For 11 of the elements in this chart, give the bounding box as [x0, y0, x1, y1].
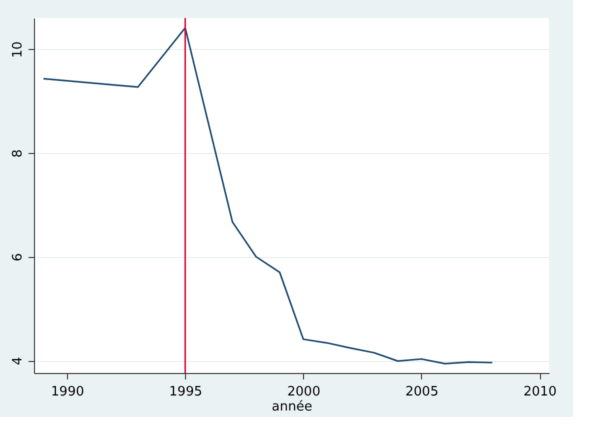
- y-tick-label: 8: [10, 149, 26, 158]
- x-tick-label: 2000: [287, 384, 320, 400]
- y-tick-label: 10: [10, 41, 26, 58]
- x-tick-label: 1990: [51, 384, 84, 400]
- x-axis-title: année: [272, 400, 312, 414]
- line-series: [42, 27, 494, 364]
- x-tick-label: 1995: [169, 384, 202, 400]
- y-tick-label: 6: [10, 253, 26, 262]
- x-tick-label: 2005: [405, 384, 438, 400]
- x-tick-label: 2010: [524, 384, 557, 400]
- y-tick-label: 4: [10, 356, 26, 366]
